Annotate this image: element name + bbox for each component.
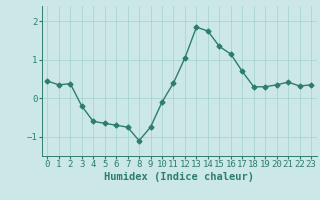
X-axis label: Humidex (Indice chaleur): Humidex (Indice chaleur) — [104, 172, 254, 182]
